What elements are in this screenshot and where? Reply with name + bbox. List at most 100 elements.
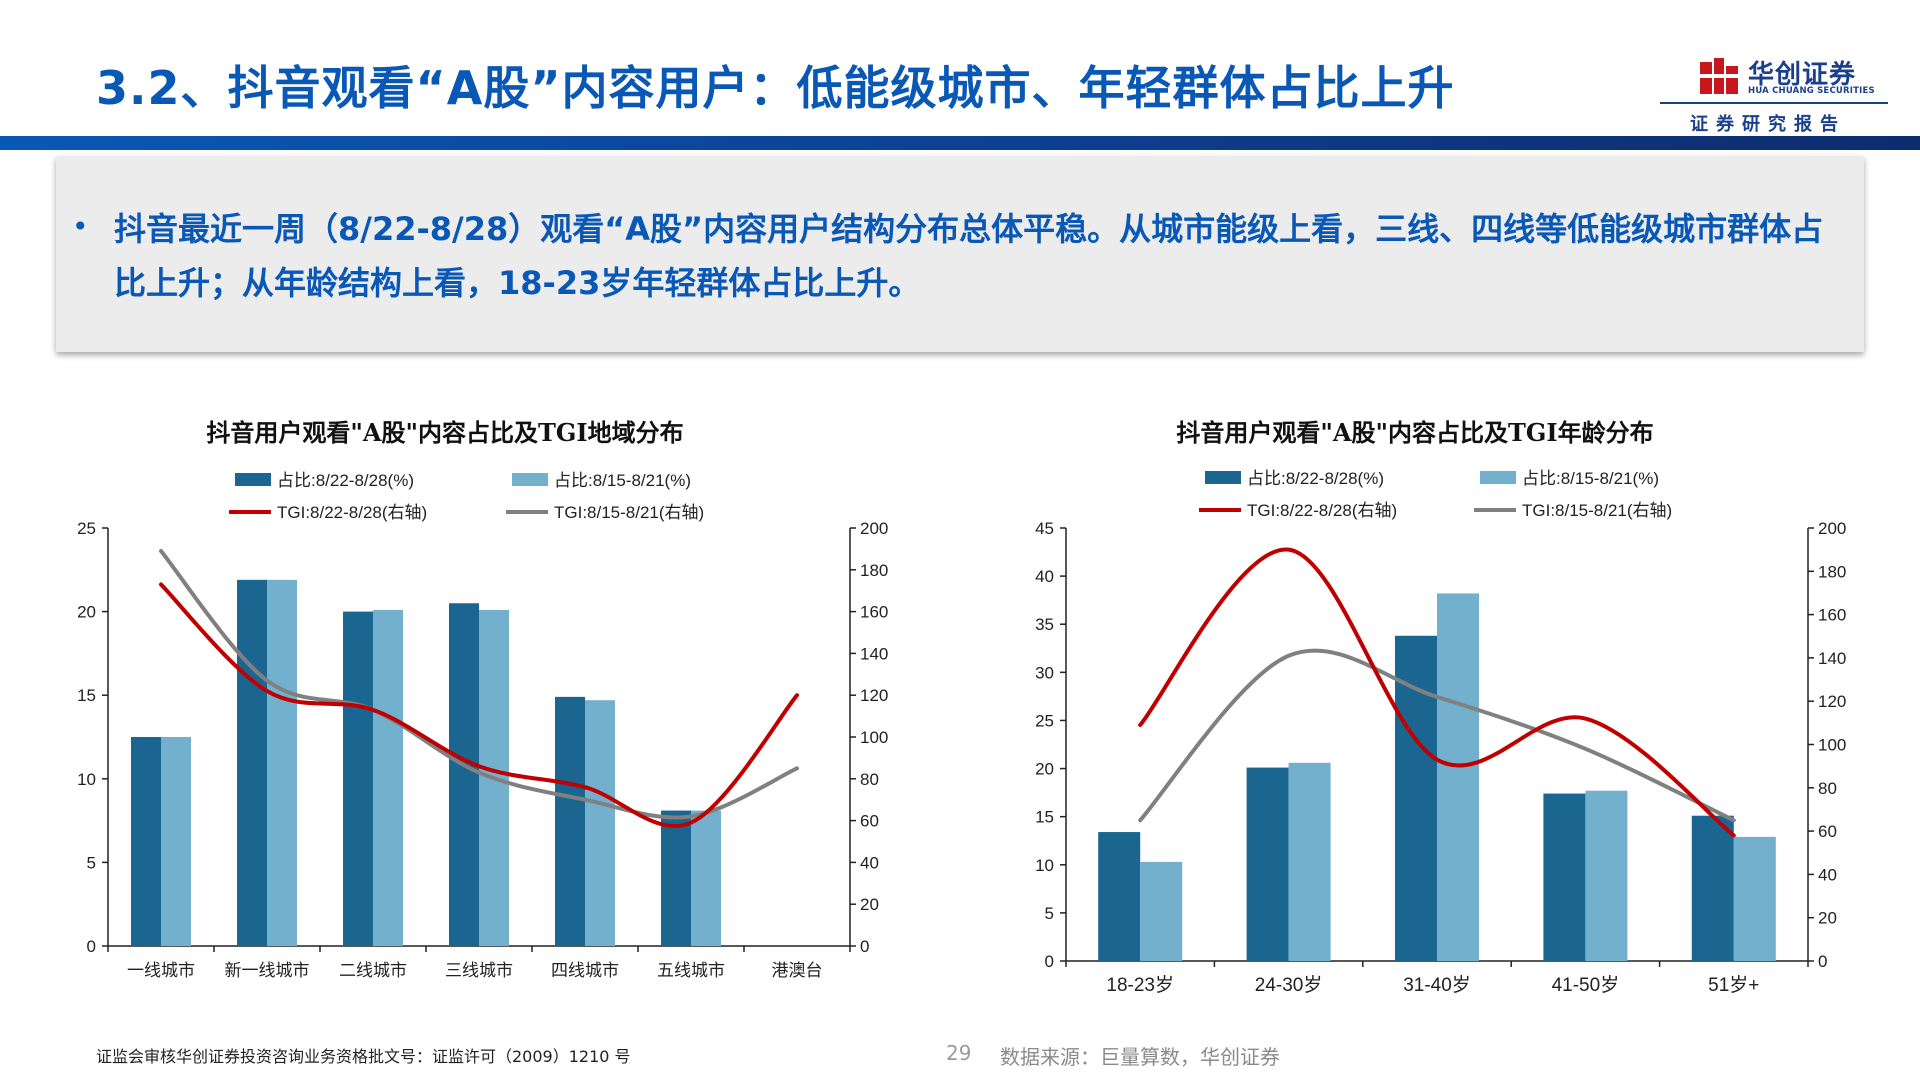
bar [1733, 836, 1776, 961]
legend-swatch [235, 473, 271, 486]
y2-tick-label: 40 [860, 853, 879, 872]
y-tick-label: 20 [77, 603, 96, 622]
bar [585, 700, 615, 946]
bar [237, 579, 267, 946]
bar [1098, 832, 1141, 961]
y2-tick-label: 200 [860, 519, 888, 538]
age-chart: 抖音用户观看"A股"内容占比及TGI年龄分布占比:8/22-8/28(%) 占比:… [1010, 408, 1910, 1048]
bar [1395, 635, 1437, 961]
y2-tick-label: 40 [1818, 865, 1837, 884]
y-tick-label: 0 [1045, 952, 1054, 971]
y2-tick-label: 80 [860, 770, 879, 789]
y-tick-label: 40 [1035, 567, 1054, 586]
y-tick-label: 0 [87, 937, 96, 956]
y-tick-label: 15 [1035, 808, 1054, 827]
category-label: 五线城市 [657, 961, 725, 981]
legend-label: 占比:8/22-8/28(%) [1247, 469, 1384, 488]
y2-tick-label: 80 [1818, 779, 1837, 798]
y2-tick-label: 200 [1818, 519, 1846, 538]
category-label: 四线城市 [551, 961, 619, 981]
bar [1691, 815, 1734, 961]
summary-text: 抖音最近一周（8/22-8/28）观看“A股”内容用户结构分布总体平稳。从城市能… [114, 210, 1824, 302]
y-tick-label: 5 [87, 853, 96, 872]
legend-label: 占比:8/15-8/21(%) [1522, 469, 1659, 488]
logo-subtitle: 证券研究报告 [1690, 114, 1846, 135]
legend-swatch [512, 473, 548, 486]
y2-tick-label: 120 [860, 686, 888, 705]
bar [267, 579, 297, 946]
bar [343, 611, 373, 946]
y2-tick-label: 180 [1818, 562, 1846, 581]
category-label: 新一线城市 [225, 961, 310, 981]
y2-tick-label: 20 [1818, 909, 1837, 928]
y2-tick-label: 160 [860, 603, 888, 622]
y2-tick-label: 20 [860, 895, 879, 914]
y2-tick-label: 140 [1818, 649, 1846, 668]
bar [1437, 593, 1479, 961]
y2-tick-label: 0 [860, 937, 869, 956]
legend-label: 占比:8/15-8/21(%) [554, 471, 691, 490]
bar [131, 737, 161, 946]
bar [1288, 762, 1331, 961]
page-title: 3.2、抖音观看“A股”内容用户：低能级城市、年轻群体占比上升 [96, 61, 1455, 115]
y-tick-label: 30 [1035, 663, 1054, 682]
legend-label: TGI:8/15-8/21(右轴) [1522, 501, 1672, 520]
category-label: 31-40岁 [1403, 974, 1471, 996]
data-source: 数据来源：巨量算数，华创证券 [1000, 1045, 1280, 1069]
y-tick-label: 35 [1035, 615, 1054, 634]
y2-tick-label: 140 [860, 644, 888, 663]
logo-name-en: HUA CHUANG SECURITIES [1748, 86, 1875, 96]
y2-tick-label: 60 [1818, 822, 1837, 841]
chart-title: 抖音用户观看"A股"内容占比及TGI年龄分布 [1176, 418, 1653, 447]
summary-box: • 抖音最近一周（8/22-8/28）观看“A股”内容用户结构分布总体平稳。从城… [56, 156, 1864, 352]
legend-label: TGI:8/22-8/28(右轴) [277, 503, 427, 522]
y2-tick-label: 120 [1818, 692, 1846, 711]
legend-label: TGI:8/22-8/28(右轴) [1247, 501, 1397, 520]
logo-name-cn: 华创证券 [1748, 60, 1857, 90]
category-label: 24-30岁 [1255, 974, 1323, 996]
category-label: 三线城市 [445, 961, 513, 981]
region-chart: 抖音用户观看"A股"内容占比及TGI地域分布占比:8/22-8/28(%) 占比:… [60, 408, 960, 1048]
y-tick-label: 20 [1035, 760, 1054, 779]
bar [1140, 861, 1183, 961]
brand-logo: 华创证券 HUA CHUANG SECURITIES 证券研究报告 [1660, 48, 1890, 140]
chart-title: 抖音用户观看"A股"内容占比及TGI地域分布 [206, 418, 683, 447]
category-label: 二线城市 [339, 961, 407, 981]
y2-tick-label: 160 [1818, 606, 1846, 625]
category-label: 港澳台 [772, 961, 823, 981]
y-tick-label: 25 [77, 519, 96, 538]
legend-swatch [1205, 471, 1241, 484]
bar [449, 603, 479, 946]
license-note: 证监会审核华创证券投资咨询业务资格批文号：证监许可（2009）1210 号 [96, 1047, 631, 1066]
logo-divider [1660, 102, 1888, 104]
tgi-line [1138, 648, 1736, 823]
bullet-icon: • [72, 210, 89, 243]
bar [1585, 790, 1628, 961]
bar [555, 696, 585, 946]
header-rule [0, 136, 1920, 150]
legend-swatch [1480, 471, 1516, 484]
page-number: 29 [946, 1041, 972, 1065]
y-tick-label: 10 [1035, 856, 1054, 875]
bar [1543, 793, 1586, 961]
bar [373, 609, 403, 946]
category-label: 51岁+ [1708, 974, 1759, 996]
bar [691, 810, 721, 946]
category-label: 41-50岁 [1552, 974, 1620, 996]
logo-mark-icon [1698, 56, 1740, 98]
y-tick-label: 10 [77, 770, 96, 789]
y2-tick-label: 180 [860, 561, 888, 580]
y2-tick-label: 60 [860, 812, 879, 831]
bar [661, 810, 691, 946]
y-tick-label: 25 [1035, 711, 1054, 730]
category-label: 18-23岁 [1106, 974, 1174, 996]
y-tick-label: 15 [77, 686, 96, 705]
legend-label: TGI:8/15-8/21(右轴) [554, 503, 704, 522]
y2-tick-label: 0 [1818, 952, 1827, 971]
y2-tick-label: 100 [860, 728, 888, 747]
y-tick-label: 45 [1035, 519, 1054, 538]
legend-label: 占比:8/22-8/28(%) [277, 471, 414, 490]
bar [1246, 767, 1289, 961]
